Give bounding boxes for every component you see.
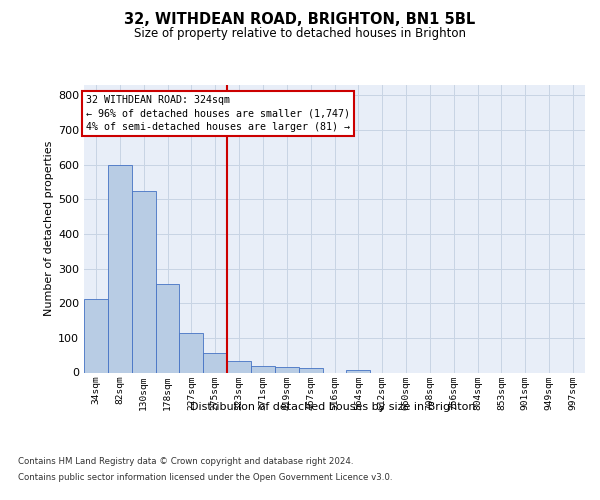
Bar <box>227 361 251 372</box>
Bar <box>346 370 370 372</box>
Bar <box>84 298 108 372</box>
Bar <box>203 353 227 372</box>
Bar <box>155 284 179 372</box>
Text: 32 WITHDEAN ROAD: 324sqm
← 96% of detached houses are smaller (1,747)
4% of semi: 32 WITHDEAN ROAD: 324sqm ← 96% of detach… <box>86 96 350 132</box>
Text: Size of property relative to detached houses in Brighton: Size of property relative to detached ho… <box>134 28 466 40</box>
Text: Distribution of detached houses by size in Brighton: Distribution of detached houses by size … <box>190 402 476 412</box>
Y-axis label: Number of detached properties: Number of detached properties <box>44 141 54 316</box>
Bar <box>299 368 323 372</box>
Bar <box>179 332 203 372</box>
Text: 32, WITHDEAN ROAD, BRIGHTON, BN1 5BL: 32, WITHDEAN ROAD, BRIGHTON, BN1 5BL <box>124 12 476 28</box>
Bar <box>275 366 299 372</box>
Bar <box>251 366 275 372</box>
Text: Contains public sector information licensed under the Open Government Licence v3: Contains public sector information licen… <box>18 472 392 482</box>
Bar <box>108 164 132 372</box>
Bar <box>132 190 155 372</box>
Text: Contains HM Land Registry data © Crown copyright and database right 2024.: Contains HM Land Registry data © Crown c… <box>18 458 353 466</box>
